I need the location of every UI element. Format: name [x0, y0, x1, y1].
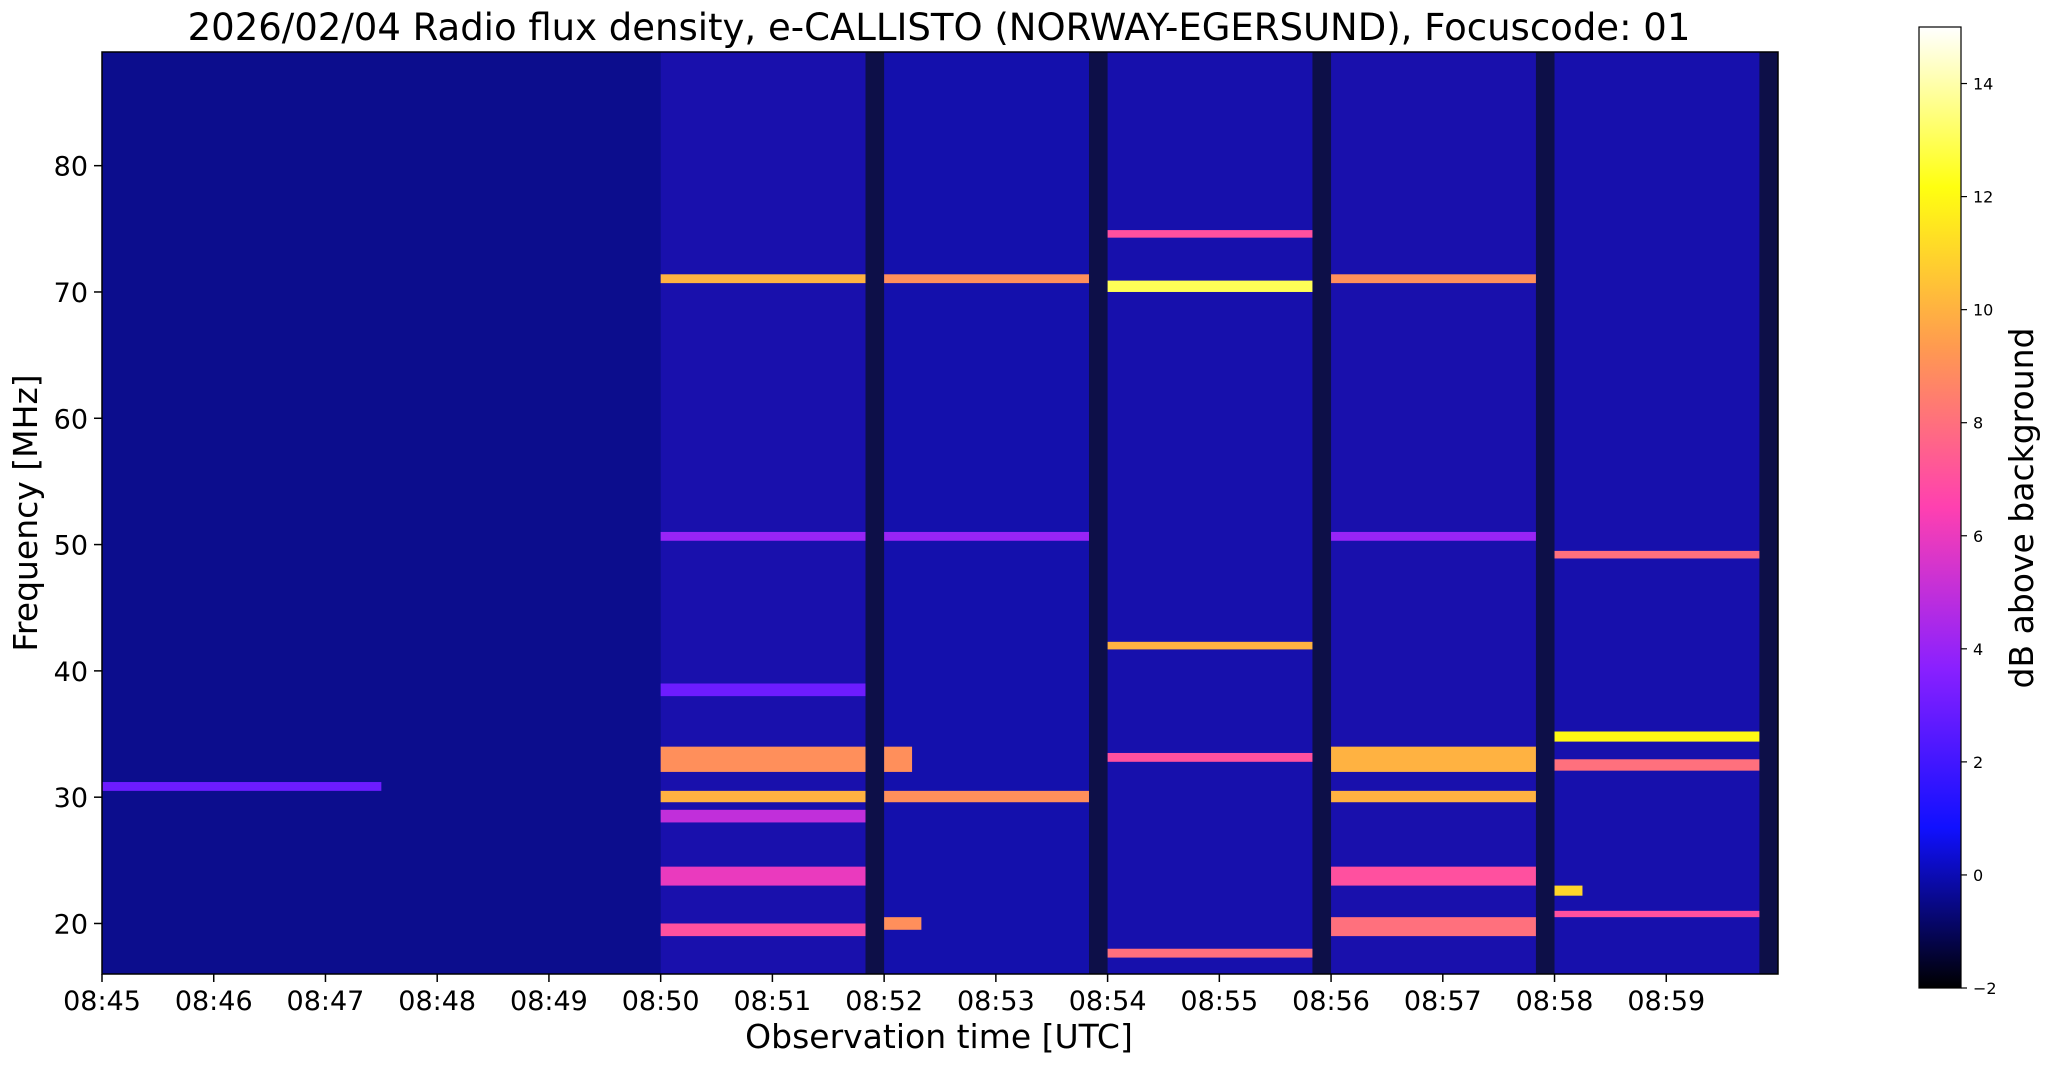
emission-band [1554, 759, 1760, 771]
colorbar-tick-label: 8 [1973, 414, 1983, 433]
y-tick-label: 60 [54, 404, 88, 435]
emission-band [660, 274, 866, 284]
y-tick-label: 40 [54, 657, 88, 688]
colorbar-tick-label: −2 [1973, 979, 1997, 998]
y-axis-label: Frequency [MHz] [6, 374, 45, 651]
emission-band [884, 746, 913, 772]
y-tick-label: 20 [54, 909, 88, 940]
emission-band [1107, 280, 1313, 292]
emission-band [1331, 274, 1536, 284]
y-tick-label: 30 [54, 783, 88, 814]
x-tick-label: 08:59 [1627, 986, 1705, 1017]
emission-band [1331, 917, 1536, 937]
emission-band [884, 531, 1089, 541]
emission-band [1107, 641, 1313, 650]
x-tick-label: 08:53 [957, 986, 1035, 1017]
scan-segment [102, 52, 661, 974]
emission-band [1554, 550, 1760, 559]
colorbar-tick-label: 6 [1973, 527, 1983, 546]
x-tick-label: 08:50 [622, 986, 700, 1017]
emission-band [660, 809, 866, 823]
colorbar-tick-label: 14 [1973, 75, 1993, 94]
scan-segment [1331, 52, 1536, 974]
x-tick-label: 08:51 [733, 986, 811, 1017]
scan-segment [1554, 52, 1760, 974]
colorbar-tick-label: 4 [1973, 640, 1983, 659]
chart-title: 2026/02/04 Radio flux density, e-CALLIST… [188, 6, 1691, 49]
emission-band [660, 746, 866, 772]
colorbar-tick-label: 12 [1973, 188, 1993, 207]
scan-segment [884, 52, 1089, 974]
x-tick-label: 08:45 [63, 986, 141, 1017]
x-tick-label: 08:47 [287, 986, 365, 1017]
x-tick-label: 08:54 [1069, 986, 1147, 1017]
scan-segment [660, 52, 866, 974]
emission-bands [102, 230, 1760, 958]
x-tick-label: 08:56 [1292, 986, 1370, 1017]
emission-band [660, 683, 866, 697]
emission-band [1554, 731, 1760, 742]
emission-band [1107, 948, 1313, 958]
emission-band [884, 274, 1089, 284]
colorbar-label: dB above background [2002, 328, 2041, 689]
x-tick-label: 08:48 [398, 986, 476, 1017]
x-tick-label: 08:57 [1404, 986, 1482, 1017]
emission-band [1554, 910, 1760, 918]
y-tick-label: 50 [54, 531, 88, 562]
emission-band [1331, 531, 1536, 541]
colorbar: −2 0 2 4 6 8 10 12 14 dB above background [1918, 26, 2041, 998]
y-tick-label: 70 [54, 278, 88, 309]
y-tick-label: 80 [54, 152, 88, 183]
colorbar-tick-label: 10 [1973, 301, 1993, 320]
plot-frame [101, 51, 1779, 975]
scan-segment [1107, 52, 1313, 974]
emission-band [660, 866, 866, 886]
emission-band [102, 782, 382, 791]
emission-band [884, 917, 922, 930]
emission-band [660, 923, 866, 937]
emission-band [884, 790, 1089, 803]
colorbar-gradient [1918, 26, 1962, 989]
emission-band [1331, 746, 1536, 772]
plot-area [101, 51, 1779, 975]
emission-band [1107, 230, 1313, 238]
emission-band [1331, 790, 1536, 803]
x-tick-label: 08:58 [1516, 986, 1594, 1017]
emission-band [1107, 752, 1313, 762]
x-tick-label: 08:46 [175, 986, 253, 1017]
emission-band [1331, 866, 1536, 886]
emission-band [660, 790, 866, 803]
x-tick-label: 08:49 [510, 986, 588, 1017]
x-axis: 08:45 08:46 08:47 08:48 08:49 08:50 08:51 08:52… [63, 974, 1705, 1017]
x-tick-label: 08:52 [845, 986, 923, 1017]
emission-band [1554, 885, 1583, 896]
scan-segments [102, 52, 1760, 974]
colorbar-tick-label: 2 [1973, 753, 1983, 772]
colorbar-tick-label: 0 [1973, 866, 1983, 885]
x-axis-label: Observation time [UTC] [745, 1017, 1133, 1056]
y-axis: 20 30 40 50 60 70 80 [54, 152, 102, 940]
x-tick-label: 08:55 [1180, 986, 1258, 1017]
colorbar-ticks: −2 0 2 4 6 8 10 12 14 [1961, 75, 1997, 998]
emission-band [660, 531, 866, 541]
